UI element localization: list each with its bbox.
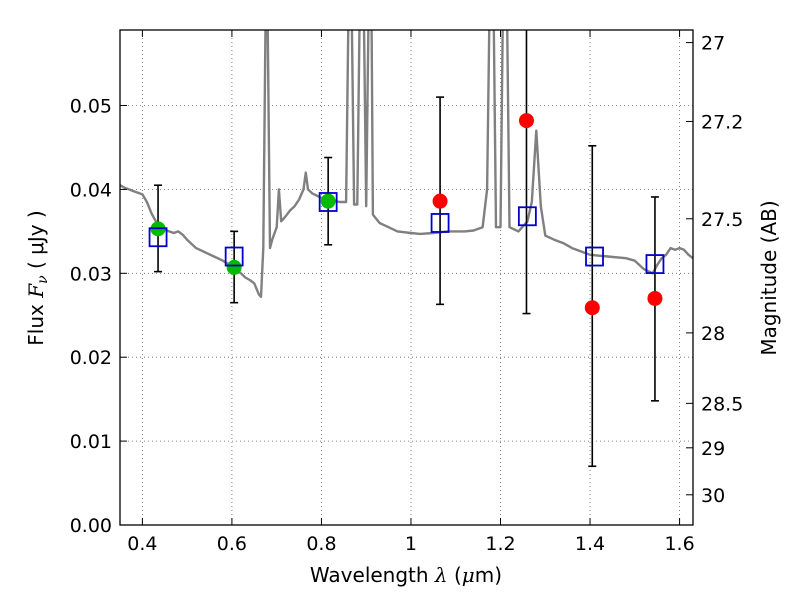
green-observed-point	[320, 193, 336, 209]
y2-tick-label: 27.2	[701, 111, 743, 133]
grid-lines	[120, 30, 693, 526]
x-tick-label: 1.6	[664, 533, 694, 555]
y-tick-label: 0.01	[70, 431, 112, 453]
y-tick-label: 0.00	[70, 515, 112, 537]
x-tick-label: 1.2	[485, 533, 515, 555]
x-axis-label: Wavelength λ (μm)	[310, 563, 502, 587]
x-tick-label: 0.8	[306, 533, 336, 555]
y-tick-label: 0.02	[70, 347, 112, 369]
sed-curve	[120, 30, 693, 298]
y2-tick-label: 28	[701, 323, 725, 345]
x-tick-label: 1	[405, 533, 417, 555]
y2-tick-label: 28.5	[701, 393, 743, 415]
model-point-square	[318, 192, 338, 212]
y2-tick-label: 29	[701, 438, 725, 460]
red-observed-point	[647, 290, 663, 306]
observed-points	[150, 113, 663, 316]
y2-tick-label: 27	[701, 33, 725, 55]
model-point-square	[148, 227, 168, 248]
plot-background	[120, 30, 693, 525]
y-tick-label: 0.05	[70, 96, 112, 118]
model-point-square	[645, 254, 665, 274]
green-observed-point	[226, 259, 242, 275]
model-point-square	[517, 206, 537, 227]
y2-tick-label: 30	[701, 485, 725, 507]
y-axis-ticks: 0.00 0.01 0.02 0.03 0.04 0.05	[70, 96, 127, 537]
x-axis-ticks: 0.4 0.6 0.8 1 1.2 1.4 1.6	[127, 30, 695, 555]
model-point-square	[585, 246, 604, 267]
y-axis-label: Flux Fν ( μJy )	[24, 210, 51, 345]
y2-tick-label: 27.5	[701, 209, 743, 231]
model-point-square	[430, 213, 450, 233]
red-observed-point	[584, 300, 600, 316]
red-observed-point	[518, 113, 534, 129]
x-tick-label: 0.6	[217, 533, 247, 555]
red-observed-point	[432, 193, 448, 209]
y2-axis-label: Magnitude (AB)	[757, 200, 781, 355]
y-tick-label: 0.04	[70, 179, 112, 201]
model-point-square	[224, 246, 244, 267]
y2-axis-ticks: 27 27.2 27.5 28 28.5 29 30	[686, 33, 743, 507]
x-tick-label: 0.4	[127, 533, 157, 555]
model-points	[148, 192, 665, 274]
y-tick-label: 0.03	[70, 263, 112, 285]
plot-frame	[119, 29, 694, 526]
x-tick-label: 1.4	[575, 533, 605, 555]
sed-curve-layer	[120, 30, 693, 298]
